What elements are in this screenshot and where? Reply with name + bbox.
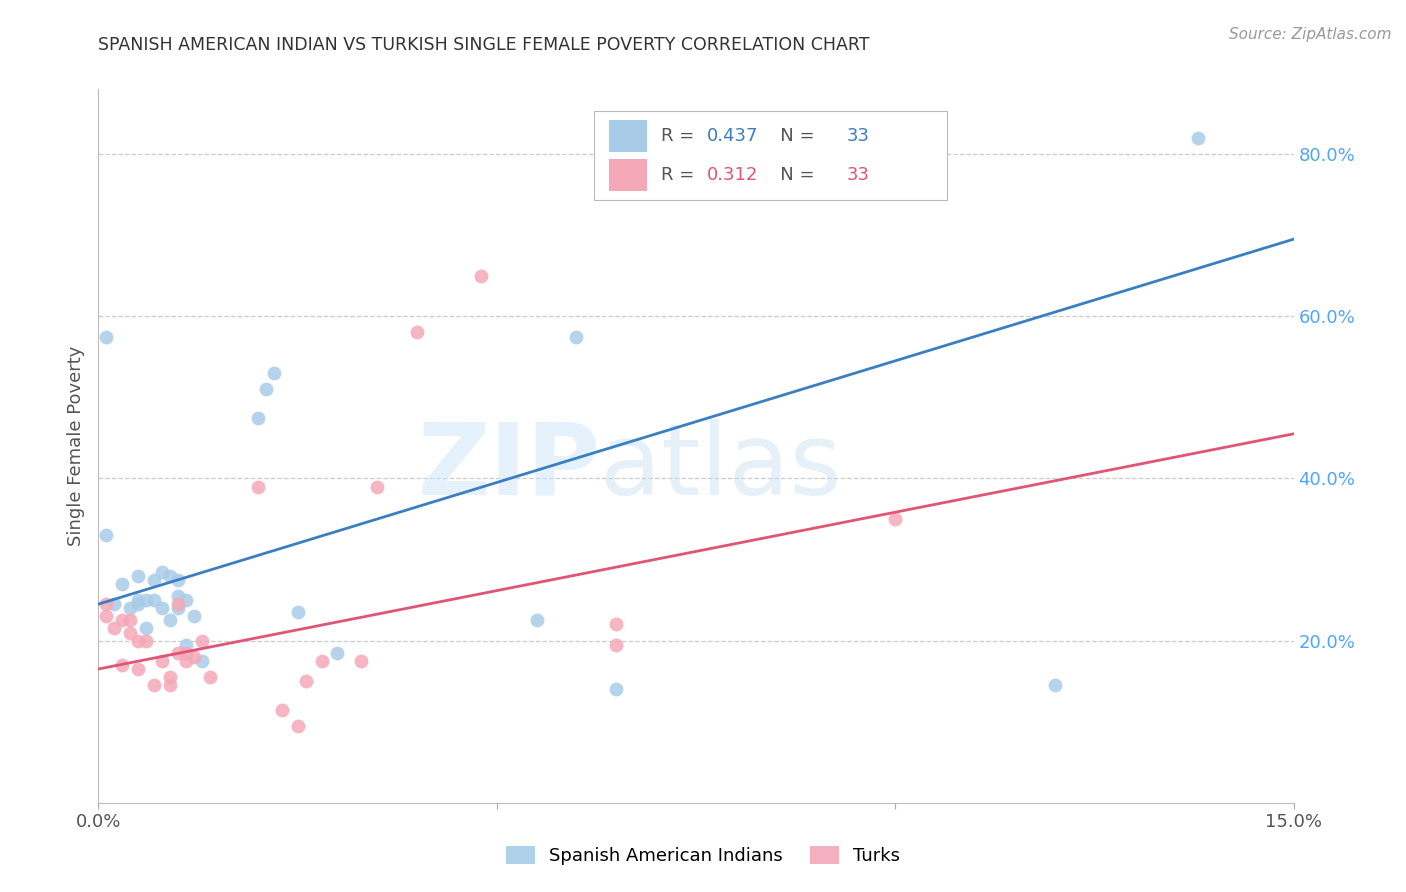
Point [135, 593, 157, 607]
Point [1043, 678, 1066, 692]
Point [135, 622, 157, 636]
Point [143, 573, 166, 587]
Point [270, 702, 292, 716]
Text: R =: R = [661, 127, 700, 145]
Point [167, 573, 190, 587]
Point [191, 654, 214, 668]
Point [254, 382, 277, 396]
Point [605, 682, 627, 697]
Point [127, 593, 149, 607]
Point [287, 605, 309, 619]
Point [150, 565, 173, 579]
Point [120, 613, 142, 627]
Point [111, 577, 134, 591]
Point [565, 329, 588, 343]
Point [96, 597, 118, 611]
Point [143, 593, 166, 607]
Point [159, 678, 181, 692]
Text: SPANISH AMERICAN INDIAN VS TURKISH SINGLE FEMALE POVERTY CORRELATION CHART: SPANISH AMERICAN INDIAN VS TURKISH SINGL… [98, 36, 870, 54]
Point [470, 268, 492, 283]
Point [127, 597, 149, 611]
Point [191, 633, 214, 648]
Point [246, 410, 269, 425]
Point [174, 638, 197, 652]
Point [167, 646, 190, 660]
Point [150, 601, 173, 615]
FancyBboxPatch shape [609, 120, 647, 152]
Text: 0.312: 0.312 [707, 166, 758, 184]
Point [605, 617, 627, 632]
Point [159, 670, 181, 684]
Point [294, 674, 316, 689]
Point [605, 638, 627, 652]
Point [135, 633, 157, 648]
Point [103, 597, 125, 611]
Point [183, 649, 205, 664]
Point [111, 657, 134, 672]
Point [350, 654, 373, 668]
Text: Source: ZipAtlas.com: Source: ZipAtlas.com [1229, 27, 1392, 42]
FancyBboxPatch shape [609, 159, 647, 191]
Text: R =: R = [661, 166, 700, 184]
Point [287, 719, 309, 733]
Point [174, 646, 197, 660]
Point [167, 601, 190, 615]
Point [167, 597, 190, 611]
Text: ZIP: ZIP [418, 419, 600, 516]
Text: N =: N = [763, 127, 820, 145]
Point [246, 479, 269, 493]
Legend: Spanish American Indians, Turks: Spanish American Indians, Turks [496, 838, 910, 874]
Text: 33: 33 [846, 127, 869, 145]
Point [143, 678, 166, 692]
Point [311, 654, 333, 668]
Point [96, 609, 118, 624]
Text: 33: 33 [846, 166, 869, 184]
Point [127, 662, 149, 676]
Y-axis label: Single Female Poverty: Single Female Poverty [66, 346, 84, 546]
Point [263, 366, 285, 380]
Point [127, 568, 149, 582]
Point [120, 601, 142, 615]
Point [183, 609, 205, 624]
Point [174, 593, 197, 607]
Point [159, 568, 181, 582]
Point [127, 633, 149, 648]
Point [159, 613, 181, 627]
Point [526, 613, 548, 627]
Text: 0.437: 0.437 [707, 127, 758, 145]
Point [111, 613, 134, 627]
Point [326, 646, 349, 660]
Point [174, 654, 197, 668]
Point [96, 329, 118, 343]
Point [198, 670, 221, 684]
Point [96, 528, 118, 542]
Point [1187, 131, 1209, 145]
Point [103, 622, 125, 636]
Point [406, 326, 429, 340]
Point [884, 512, 907, 526]
Text: N =: N = [763, 166, 820, 184]
Point [167, 589, 190, 603]
Text: atlas: atlas [600, 419, 842, 516]
FancyBboxPatch shape [595, 111, 948, 200]
Point [120, 625, 142, 640]
Point [366, 479, 388, 493]
Point [150, 654, 173, 668]
